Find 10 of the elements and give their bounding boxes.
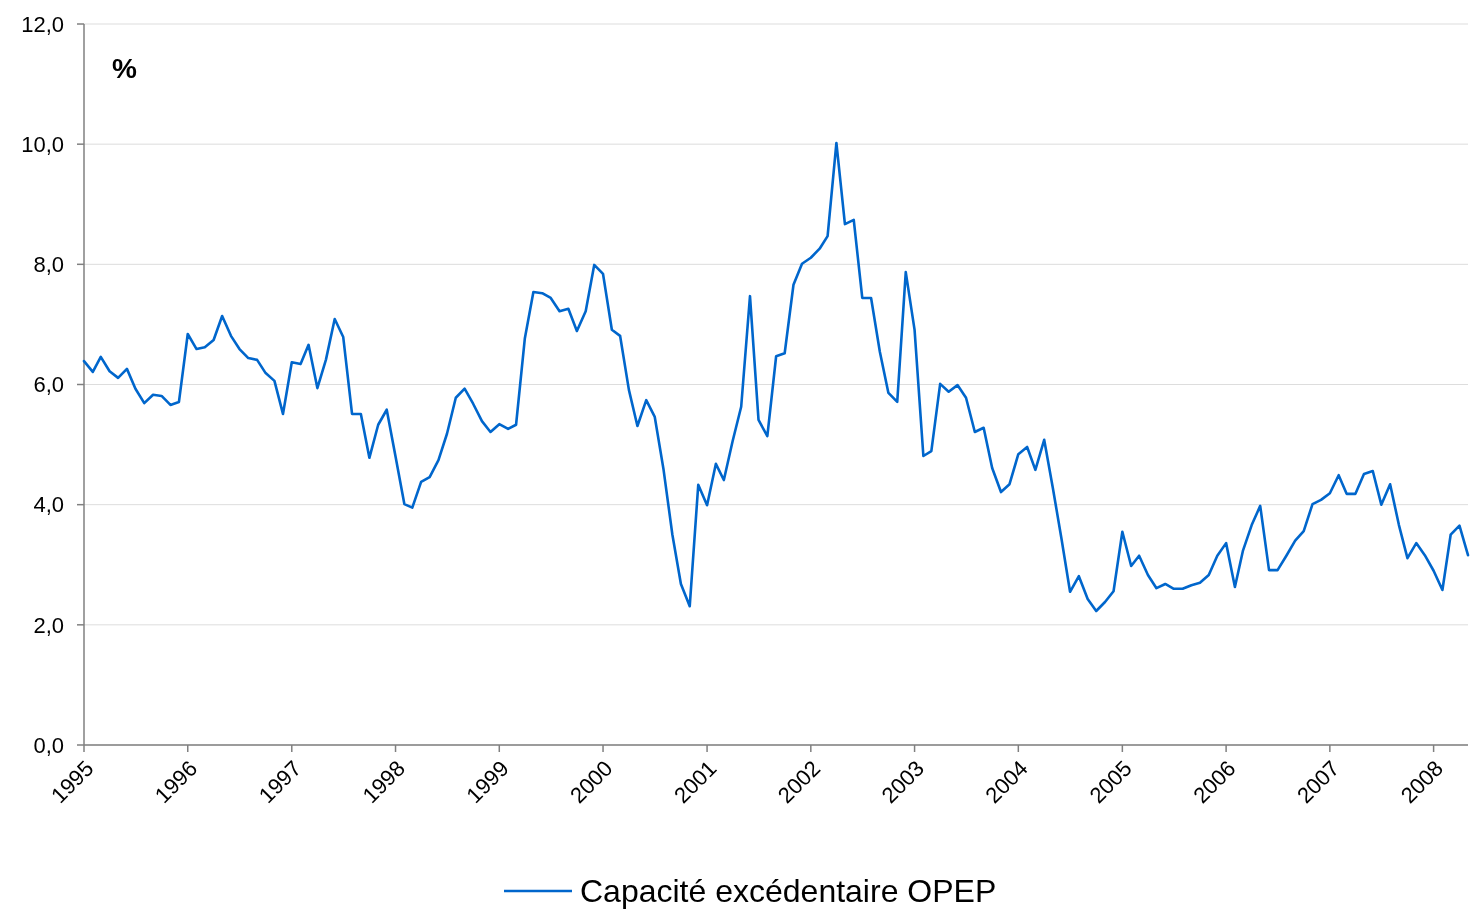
legend-label: Capacité excédentaire OPEP xyxy=(580,873,997,909)
y-tick-label: 2,0 xyxy=(33,612,64,638)
y-tick-label: 6,0 xyxy=(33,372,64,398)
line-series xyxy=(82,141,1470,613)
y-tick-label: 8,0 xyxy=(33,252,64,278)
y-axis-title: % xyxy=(112,53,137,84)
y-tick-label: 10,0 xyxy=(21,131,64,157)
y-tick-label: 12,0 xyxy=(21,11,64,37)
y-tick-label: 4,0 xyxy=(33,492,64,518)
y-tick-label: 0,0 xyxy=(33,732,64,758)
